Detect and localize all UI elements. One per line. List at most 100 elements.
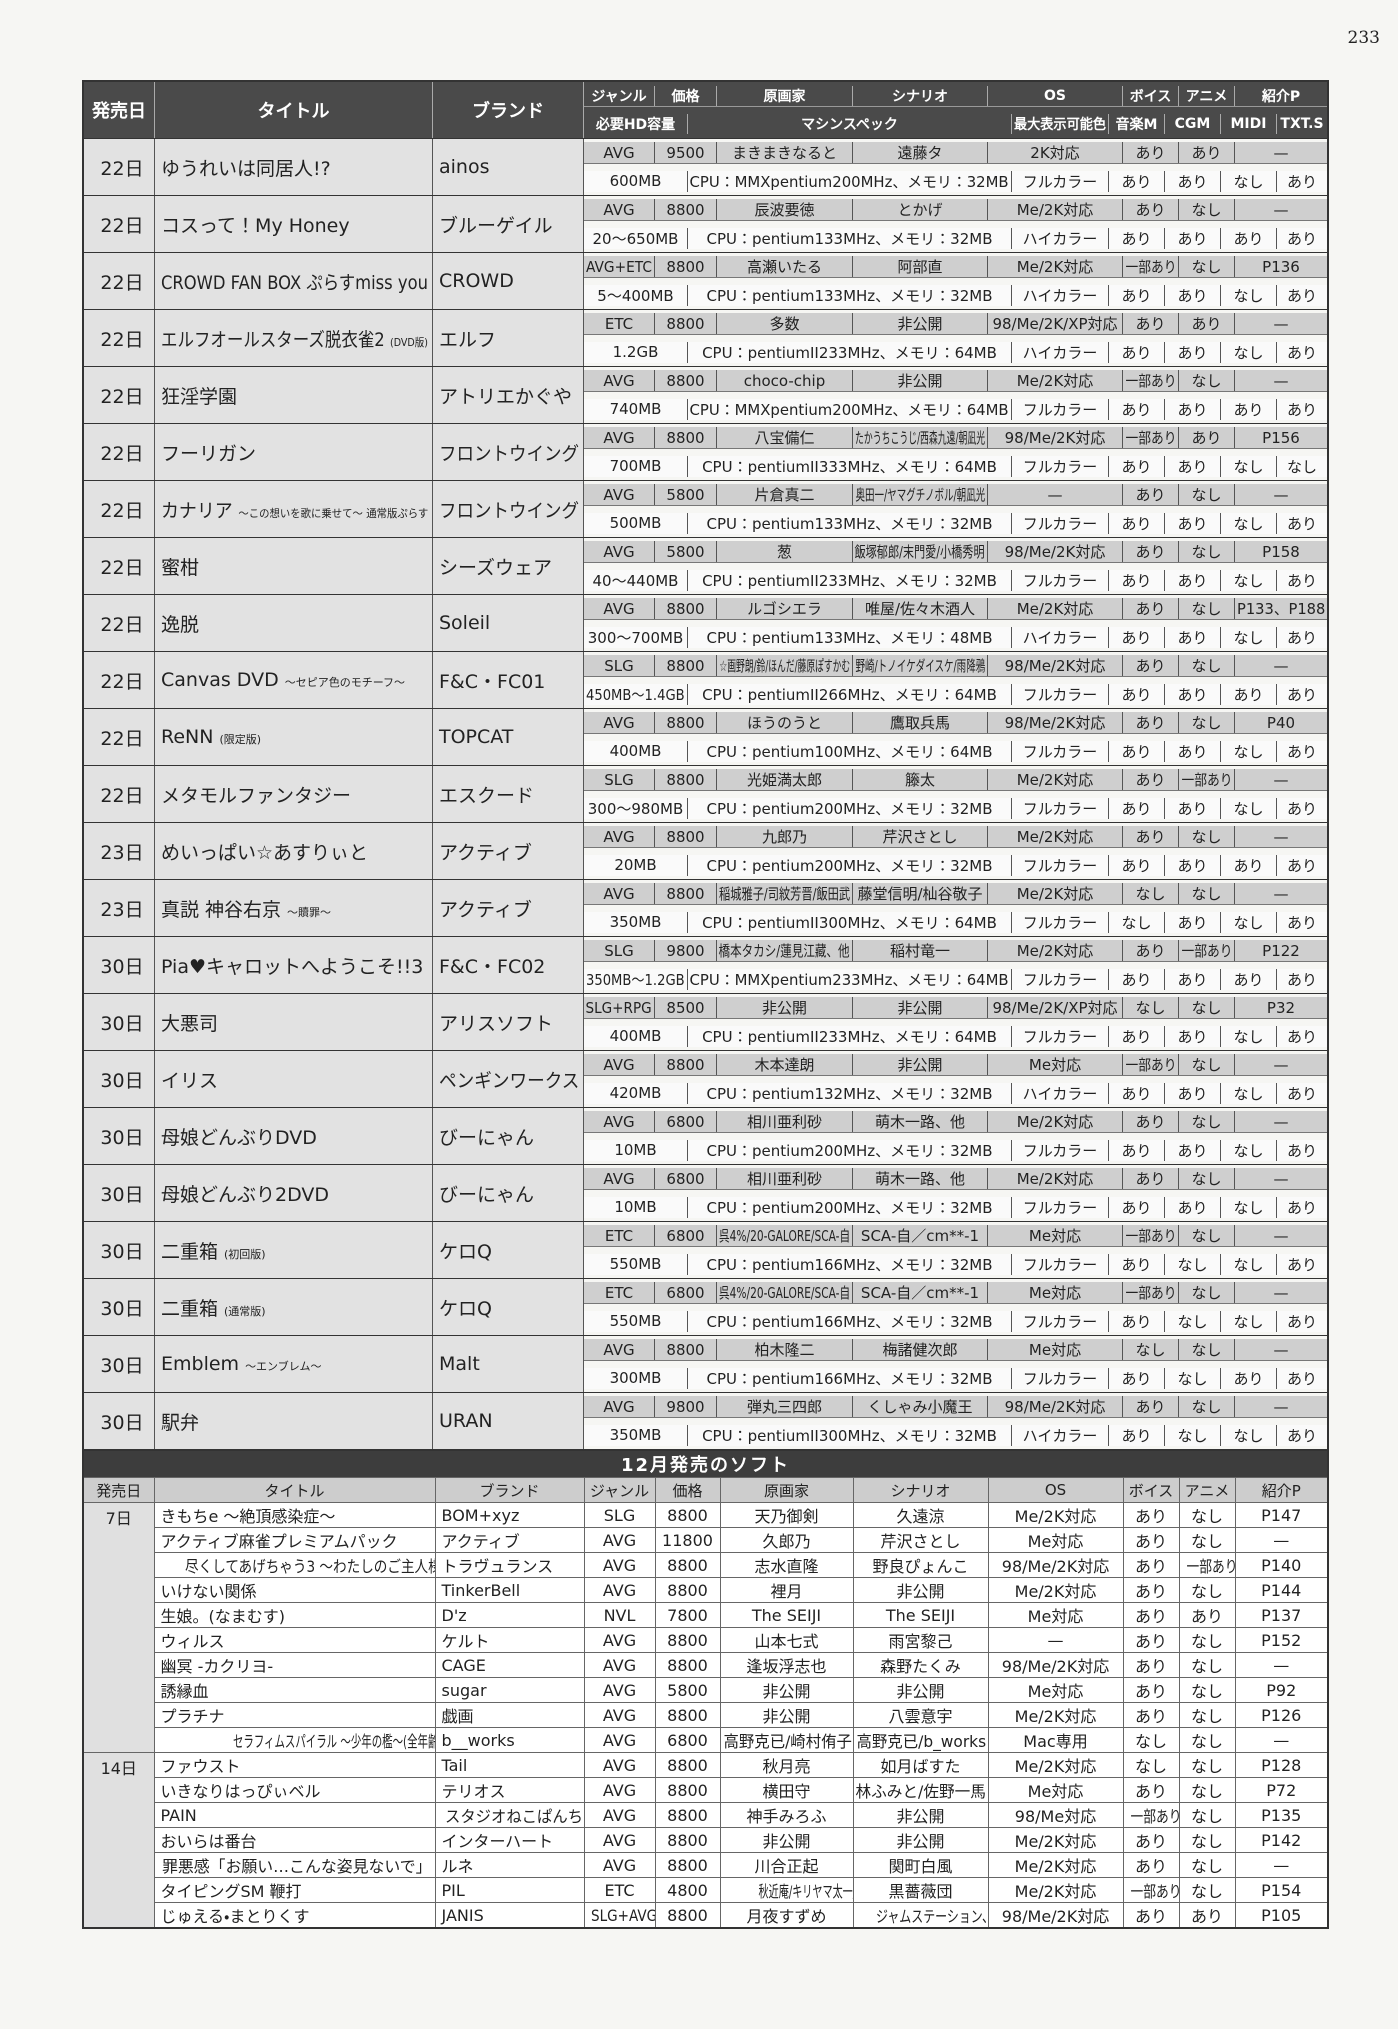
december-cell: アクティブ	[434, 1527, 585, 1553]
release-row: 22日 逸脱 Soleil AVG 8800 ルゴシエラ 唯屋/佐々木酒人 Me/2K対応 あり…	[84, 595, 1327, 652]
column-header: 価格	[654, 1477, 721, 1503]
detail-value-cell: ETC	[584, 313, 655, 334]
detail-value: 8800	[666, 884, 705, 903]
detail-value-cell: 8800	[655, 427, 717, 448]
detail-value: あり	[1286, 229, 1317, 248]
detail-value: AVG	[603, 143, 635, 162]
detail-value: —	[1273, 1283, 1289, 1302]
game-title: おいらは番台	[160, 1832, 257, 1851]
brand: スタジオねこぱんち	[444, 1807, 583, 1826]
detail-cell: AVG 9800 弾丸三四郎 くしゃみ小魔王 98/Me/2K対応 あり なし —350MB C…	[584, 1393, 1327, 1449]
december-cell: 8800	[654, 1652, 721, 1678]
detail-value: あり	[1121, 343, 1152, 362]
detail-value: なし	[1135, 1341, 1166, 1359]
december-cell: なし	[1178, 1877, 1236, 1903]
detail-line2: 400MB CPU：pentium100MHz、メモリ：64MB フルカラー あり あり…	[584, 740, 1327, 762]
title-wrap: コスって！My Honey	[161, 211, 350, 238]
detail-value: フルカラー	[1022, 1369, 1098, 1388]
december-cell: NVL	[583, 1602, 656, 1628]
detail-value-cell: あり	[1109, 626, 1165, 648]
release-title: 二重箱	[161, 1297, 219, 1320]
detail-value: SCA-自／cm**-1	[860, 1284, 980, 1302]
detail-value: AVG	[603, 827, 635, 846]
detail-value-cell: あり	[1109, 740, 1165, 762]
detail-value: CPU：pentiumII233MHz、メモリ：64MB	[702, 343, 997, 362]
december-cell: Me対応	[987, 1777, 1124, 1803]
header-title-cell: タイトル	[155, 82, 433, 138]
detail-value-cell: 相川亜利砂	[717, 1111, 853, 1132]
release-brand: アリスソフト	[439, 1012, 554, 1035]
detail-value-cell: CPU：pentium133MHz、メモリ：32MB	[688, 284, 1012, 306]
title-note: ～エンブレム～	[245, 1360, 322, 1373]
detail-line1: AVG 8800 稲城雅子/司紋芳晋/飯田武 藤堂信明/杣谷敬子 Me/2K対応 なし なし…	[584, 883, 1327, 905]
detail-value: 2K対応	[1030, 144, 1080, 162]
detail-value-cell: SLG	[584, 769, 655, 790]
detail-value: 6800	[667, 1730, 708, 1750]
detail-value-cell: あり	[1221, 854, 1277, 876]
detail-value: なし	[1191, 828, 1222, 846]
detail-value: あり	[1121, 1255, 1152, 1274]
detail-value: なし	[1177, 1255, 1208, 1274]
header-label: OS	[1044, 87, 1066, 104]
release-date: 22日	[100, 499, 144, 522]
release-brand: TOPCAT	[439, 726, 514, 748]
release-row: 22日 Canvas DVD ～セピア色のモチーフ～ F&C・FC01 SLG 8800 ☆…	[84, 652, 1327, 709]
december-row: 7日 きもちe ～絶頂感染症～ BOM+xyz SLG 8800 天乃御剣 久遠涼 Me/2K…	[82, 1502, 1329, 1753]
release-date-cell: 23日	[84, 823, 155, 879]
december-cell: CAGE	[434, 1652, 585, 1678]
detail-value: Me/2K対応	[1014, 1882, 1097, 1901]
title-bar: 12月発売のソフト	[82, 1449, 1329, 1478]
detail-value: あり	[1286, 400, 1317, 419]
detail-value-cell: あり	[1165, 854, 1221, 876]
release-date: 22日	[100, 727, 144, 750]
detail-value: 一部あり	[1130, 1807, 1179, 1826]
detail-value: 8800	[667, 1655, 708, 1675]
december-cell: 4800	[654, 1877, 721, 1903]
detail-value-cell: 萌木一路、他	[853, 1111, 988, 1132]
detail-value-cell: あり	[1277, 228, 1327, 249]
detail-line1: AVG 8800 ほうのうと 鷹取兵馬 98/Me/2K対応 あり なし P40	[584, 712, 1327, 734]
detail-value: あり	[1286, 1198, 1317, 1217]
detail-value-cell: P133、P188	[1235, 598, 1327, 619]
detail-value-cell: —	[1235, 769, 1327, 790]
detail-value: なし	[1190, 1782, 1223, 1801]
detail-value: あり	[1286, 1084, 1317, 1103]
detail-value-cell: ハイカラー	[1012, 227, 1109, 249]
detail-value-cell: なし	[1179, 484, 1235, 505]
detail-line1: AVG 8800 ルゴシエラ 唯屋/佐々木酒人 Me/2K対応 あり なし P133、P188	[584, 598, 1327, 620]
detail-value: 高野克已/崎村侑子	[723, 1732, 852, 1751]
detail-value: —	[1273, 371, 1289, 390]
detail-value-cell: Me/2K対応	[988, 598, 1123, 619]
detail-value: フルカラー	[1022, 1312, 1098, 1331]
release-date: 22日	[100, 670, 144, 693]
header-label-cell: 原画家	[717, 85, 853, 106]
detail-value-cell: あり	[1109, 227, 1165, 249]
detail-value: あり	[1135, 1398, 1166, 1416]
detail-value-cell: Me/2K対応	[988, 940, 1123, 961]
detail-cell: AVG 8800 九郎乃 芹沢さとし Me/2K対応 あり なし —20MB CPU：penti…	[584, 823, 1327, 879]
detail-cell: AVG 8800 ルゴシエラ 唯屋/佐々木酒人 Me/2K対応 あり なし P133、P188…	[584, 595, 1327, 651]
release-date: 22日	[100, 556, 144, 579]
detail-value: ハイカラー	[1022, 1084, 1098, 1103]
title-wrap: 二重箱 (通常版)	[161, 1294, 266, 1321]
detail-value-cell: あり	[1123, 541, 1179, 562]
detail-value-cell: フルカラー	[1012, 854, 1109, 876]
detail-value: 9800	[666, 941, 705, 960]
detail-value-cell: 高瀬いたる	[717, 256, 853, 277]
title-wrap: CROWD FAN BOX ぷらすmiss you	[161, 268, 428, 295]
december-row: 14日 ファウスト Tail AVG 8800 秋月亮 如月ばすた Me/2K対応 なし なし P1…	[82, 1752, 1329, 1929]
detail-value: あり	[1286, 1426, 1317, 1445]
detail-value-cell: くしゃみ小魔王	[853, 1396, 988, 1417]
december-cell: AVG	[583, 1527, 656, 1553]
detail-value: CPU：MMXpentium200MHz、メモリ：32MB	[689, 172, 1010, 191]
detail-value: P133、P188	[1236, 600, 1326, 618]
detail-value-cell: ETC	[584, 1225, 655, 1246]
december-cell: Tail	[434, 1752, 585, 1778]
detail-value: なし	[1135, 999, 1166, 1017]
header-date: 発売日	[92, 101, 146, 122]
title-wrap: ゆうれいは同居人!?	[161, 154, 331, 181]
brand: インターハート	[441, 1832, 554, 1851]
detail-value: 天乃御剣	[754, 1507, 819, 1526]
detail-cell: SLG 9800 橋本タカシ/蓮見江藏、他 稲村竜一 Me/2K対応 あり 一部あり P122…	[584, 937, 1327, 993]
title-cell: 真説 神谷右京 ～贖罪～	[155, 880, 433, 936]
